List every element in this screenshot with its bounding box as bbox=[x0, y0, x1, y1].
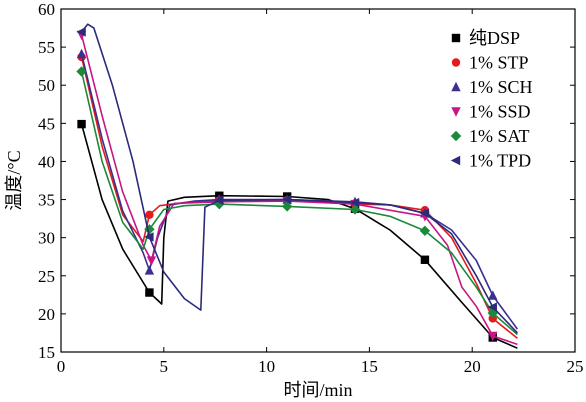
data-point-marker bbox=[144, 265, 155, 275]
data-point-marker bbox=[281, 201, 293, 212]
x-tick-label: 20 bbox=[464, 357, 481, 376]
data-point-marker bbox=[488, 331, 498, 342]
y-tick-label: 35 bbox=[38, 191, 55, 210]
x-tick-label: 0 bbox=[57, 357, 66, 376]
series-line bbox=[80, 71, 518, 336]
data-point-marker bbox=[349, 197, 360, 208]
x-tick-label: 5 bbox=[160, 357, 169, 376]
data-point-marker bbox=[144, 224, 155, 235]
series-5 bbox=[76, 23, 518, 334]
data-point-marker bbox=[488, 290, 498, 300]
series-line bbox=[80, 34, 518, 346]
series-1 bbox=[77, 52, 518, 339]
y-tick-label: 15 bbox=[38, 343, 55, 362]
x-tick-label: 10 bbox=[258, 357, 275, 376]
data-point-marker bbox=[281, 194, 292, 205]
legend-item: 纯DSP bbox=[451, 28, 520, 48]
data-point-marker bbox=[145, 210, 154, 219]
data-point-marker bbox=[76, 48, 87, 59]
data-point-marker bbox=[145, 288, 154, 297]
y-tick-label: 40 bbox=[38, 152, 55, 171]
data-point-marker bbox=[146, 256, 157, 266]
x-axis-title: 时间/min bbox=[283, 380, 352, 400]
legend-marker bbox=[450, 130, 462, 142]
legend-label: 1% SAT bbox=[469, 126, 530, 146]
legend-item: 1% STP bbox=[451, 53, 529, 73]
data-point-marker bbox=[487, 302, 497, 312]
data-point-marker bbox=[76, 66, 87, 77]
x-tick-label: 25 bbox=[567, 357, 584, 376]
data-point-marker bbox=[419, 225, 431, 237]
series-layer bbox=[76, 23, 519, 349]
data-point-marker bbox=[144, 232, 154, 242]
y-tick-label: 50 bbox=[38, 76, 55, 95]
y-tick-label: 25 bbox=[38, 267, 55, 286]
data-point-marker bbox=[77, 119, 86, 129]
data-point-marker bbox=[419, 208, 430, 218]
axes: 0 5 10 15 20 25 15 20 25 30 35 40 45 50 55 60 bbox=[38, 0, 584, 376]
y-tick-label: 55 bbox=[38, 38, 55, 57]
legend-item: 1% TPD bbox=[450, 151, 531, 171]
plot-frame bbox=[60, 8, 576, 353]
legend-item: 1% SAT bbox=[450, 126, 530, 146]
legend: 纯DSP 1% STP 1% SCH 1% SSD 1% SAT 1% TPD bbox=[450, 28, 533, 171]
data-point-marker bbox=[76, 27, 86, 37]
legend-marker bbox=[451, 107, 461, 117]
data-point-marker bbox=[488, 314, 497, 323]
legend-item: 1% SCH bbox=[451, 77, 533, 97]
legend-marker bbox=[450, 155, 461, 166]
y-tick-label: 60 bbox=[38, 0, 55, 19]
series-2 bbox=[76, 48, 519, 330]
y-axis-title: 温度/°C bbox=[4, 150, 24, 210]
legend-item: 1% SSD bbox=[451, 102, 531, 122]
data-point-marker bbox=[420, 255, 430, 264]
data-point-marker bbox=[349, 204, 361, 215]
legend-marker bbox=[451, 58, 461, 67]
y-tick-label: 20 bbox=[38, 305, 55, 324]
legend-label: 纯DSP bbox=[469, 28, 520, 48]
legend-marker bbox=[451, 81, 461, 92]
series-3 bbox=[76, 30, 518, 346]
y-tick-label: 30 bbox=[38, 229, 55, 248]
series-line bbox=[80, 23, 518, 334]
legend-label: 1% STP bbox=[469, 53, 529, 73]
x-tick-label: 15 bbox=[361, 357, 378, 376]
legend-label: 1% SSD bbox=[469, 102, 531, 122]
data-point-marker bbox=[214, 195, 224, 206]
legend-label: 1% TPD bbox=[469, 151, 531, 171]
legend-label: 1% SCH bbox=[469, 77, 533, 97]
legend-marker bbox=[451, 33, 461, 43]
y-tick-label: 45 bbox=[38, 114, 55, 133]
